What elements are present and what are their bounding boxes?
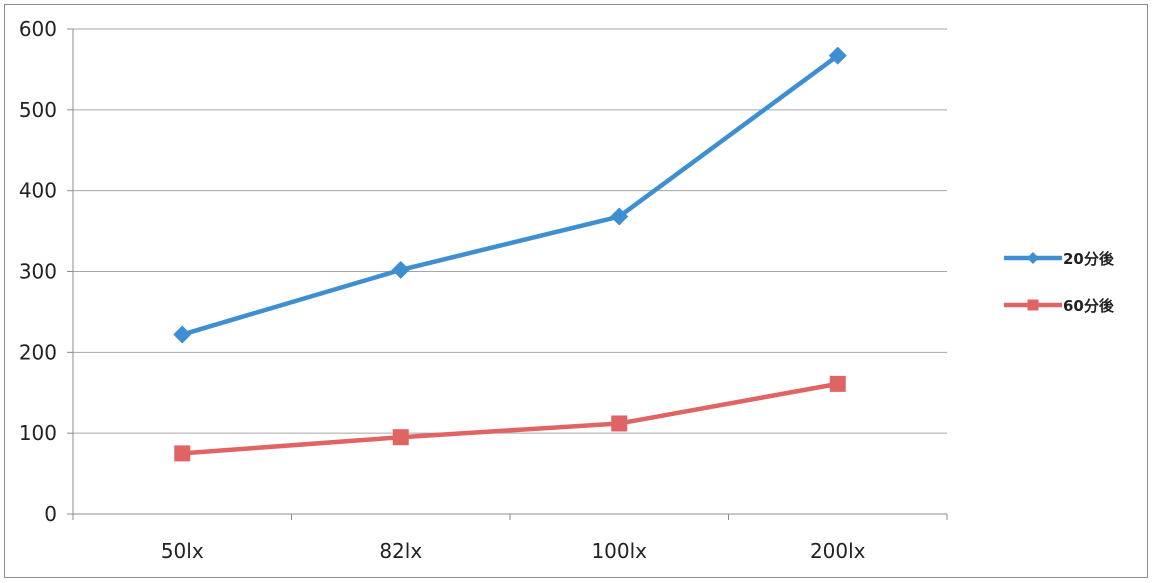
legend-label: 20分後 [1063, 250, 1115, 268]
legend-item-1: 20分後 [1004, 250, 1115, 268]
legend-item-2: 60分後 [1004, 297, 1115, 315]
data-point [610, 207, 629, 226]
data-point [391, 260, 410, 279]
series-group [173, 46, 847, 462]
x-tick-label: 82lx [379, 539, 422, 563]
data-point [829, 375, 846, 392]
axes [67, 28, 948, 520]
y-tick-label: 600 [19, 17, 57, 41]
data-point [174, 445, 191, 462]
y-tick-label: 400 [19, 179, 57, 203]
gridlines [73, 28, 947, 434]
legend-marker [1027, 299, 1039, 311]
x-axis-tick-labels: 50lx 82lx 100lx 200lx [161, 539, 866, 563]
y-tick-label: 0 [44, 502, 57, 526]
data-point [392, 429, 409, 446]
series-2 [174, 375, 846, 462]
series-1 [173, 46, 847, 344]
y-tick-label: 100 [19, 421, 57, 445]
series-line [180, 53, 840, 337]
y-tick-label: 500 [19, 98, 57, 122]
chart-frame [4, 4, 1148, 578]
x-tick-label: 200lx [810, 539, 866, 563]
x-tick-label: 100lx [591, 539, 647, 563]
legend-marker [1027, 252, 1039, 264]
data-point [611, 415, 628, 432]
data-point [828, 46, 847, 65]
y-tick-label: 300 [19, 260, 57, 284]
series-line [180, 381, 840, 456]
x-tick-label: 50lx [161, 539, 204, 563]
legend: 20分後 60分後 [1004, 250, 1115, 315]
legend-label: 60分後 [1063, 297, 1115, 315]
y-axis-tick-labels: 0 100 200 300 400 500 600 [19, 17, 57, 526]
data-point [173, 325, 192, 344]
y-tick-label: 200 [19, 340, 57, 364]
